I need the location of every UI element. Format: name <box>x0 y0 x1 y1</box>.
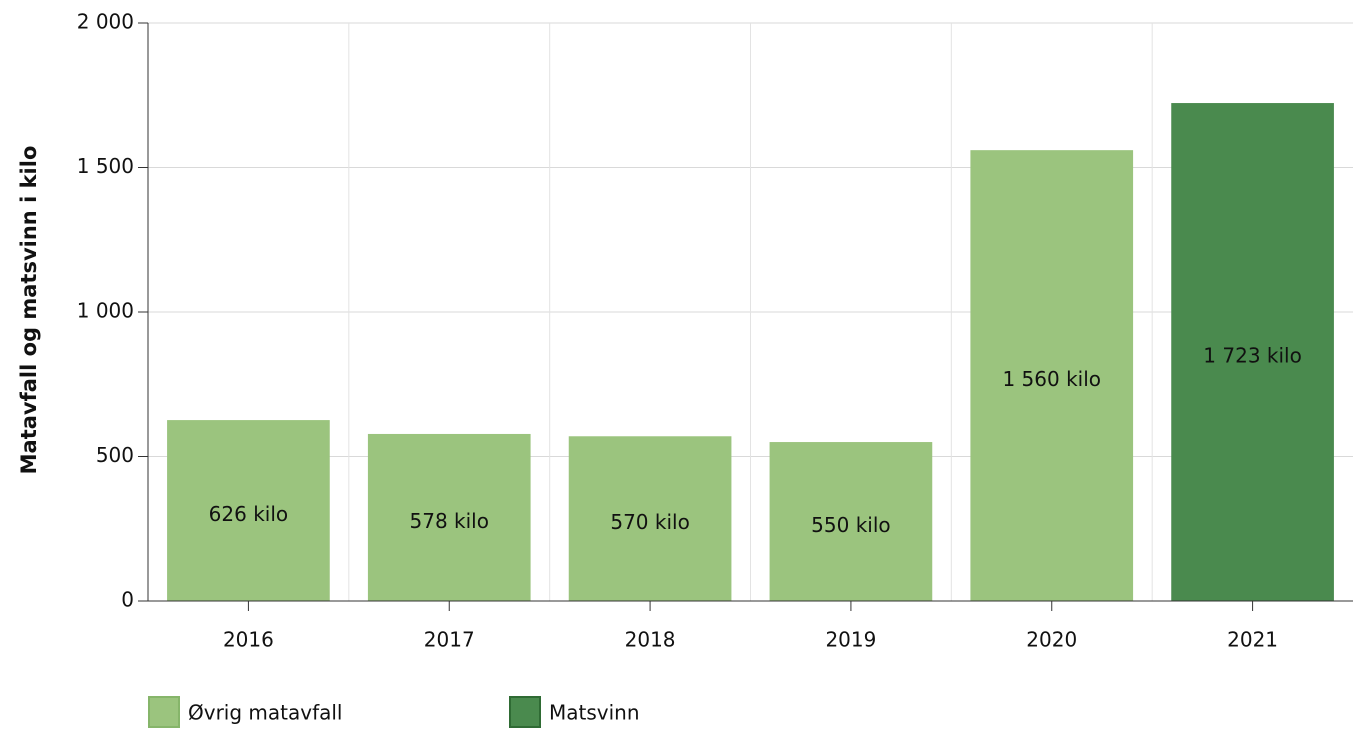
y-axis-title: Matavfall og matsvinn i kilo <box>17 146 41 475</box>
y-tick-label: 1 500 <box>77 154 134 178</box>
legend-label: Matsvinn <box>549 701 640 725</box>
x-tick-label: 2021 <box>1227 628 1278 652</box>
bar <box>568 436 732 601</box>
bar <box>167 420 330 601</box>
x-tick-label: 2017 <box>424 628 475 652</box>
data-label: 1 560 kilo <box>1002 367 1101 391</box>
bar <box>367 433 531 601</box>
data-label: 626 kilo <box>209 502 288 526</box>
x-tick-label: 2020 <box>1026 628 1077 652</box>
y-tick-label: 500 <box>96 443 134 467</box>
data-label: 570 kilo <box>610 510 689 534</box>
data-label: 550 kilo <box>811 513 890 537</box>
bar <box>769 442 933 601</box>
y-tick-label: 1 000 <box>77 299 134 323</box>
legend-swatch <box>148 696 180 728</box>
x-tick-label: 2016 <box>223 628 274 652</box>
legend-swatch <box>509 696 541 728</box>
y-tick-label: 0 <box>121 588 134 612</box>
bar <box>970 150 1134 601</box>
y-tick-label: 2 000 <box>77 10 134 34</box>
data-label: 1 723 kilo <box>1203 344 1302 368</box>
x-tick-label: 2018 <box>625 628 676 652</box>
x-tick-label: 2019 <box>825 628 876 652</box>
bar <box>1171 103 1334 601</box>
legend-label: Øvrig matavfall <box>188 701 343 725</box>
data-label: 578 kilo <box>410 509 489 533</box>
